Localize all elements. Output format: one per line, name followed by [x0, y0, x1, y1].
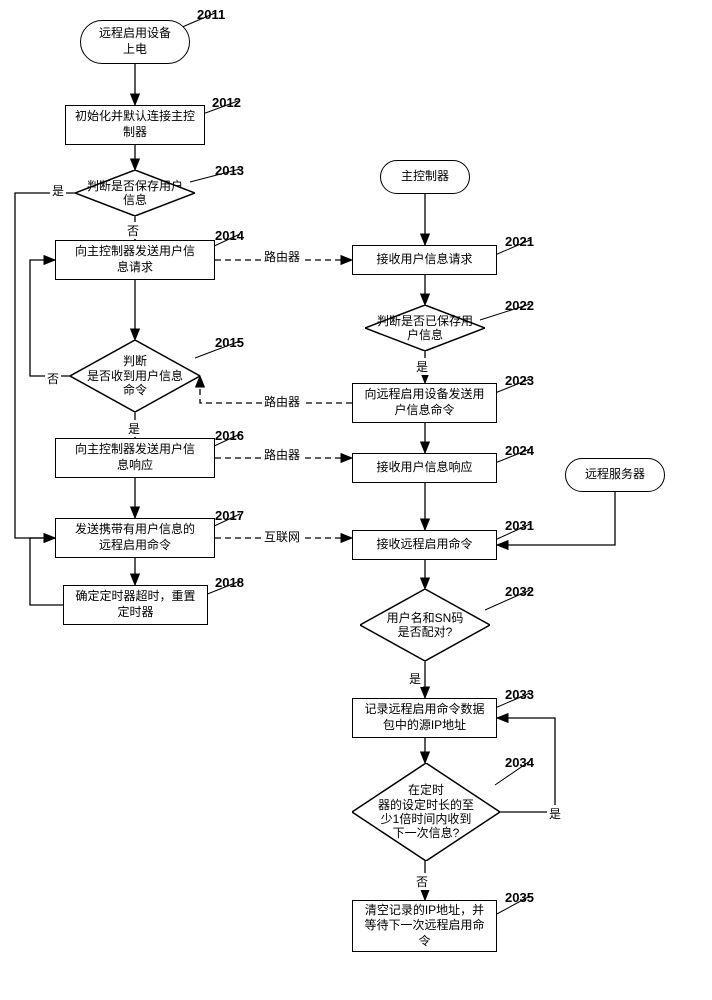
- flowchart-decision: 判断是否已保存用户信息: [365, 305, 485, 351]
- flowchart-terminator: 远程服务器: [565, 458, 665, 492]
- flowchart-decision: 判断是否保存用户信息: [75, 170, 195, 216]
- edge-label: 是: [547, 805, 563, 822]
- node-label: 在定时器的设定时长的至少1倍时间内收到下一次信息?: [352, 763, 500, 861]
- flowchart-process: 向主控制器发送用户信息响应: [55, 438, 215, 478]
- node-label: 记录远程启用命令数据包中的源IP地址: [364, 702, 484, 733]
- step-number: 2021: [505, 234, 534, 249]
- node-label: 远程启用设备上电: [99, 26, 171, 57]
- step-number: 2033: [505, 687, 534, 702]
- step-number: 2035: [505, 890, 534, 905]
- flowchart-process: 接收用户信息请求: [352, 245, 497, 275]
- flowchart-decision: 用户名和SN码是否配对?: [360, 589, 490, 661]
- node-label: 初始化并默认连接主控制器: [75, 109, 195, 140]
- node-label: 主控制器: [401, 169, 449, 185]
- node-label: 判断是否收到用户信息命令: [70, 340, 200, 412]
- flowchart-process: 接收远程启用命令: [352, 530, 497, 560]
- edge-label: 否: [125, 222, 141, 239]
- node-label: 远程服务器: [585, 467, 645, 483]
- node-label: 确定定时器超时，重置定时器: [75, 589, 195, 620]
- step-number: 2023: [505, 373, 534, 388]
- edge-label: 是: [407, 670, 423, 687]
- edge-label: 是: [50, 182, 66, 199]
- step-number: 2022: [505, 298, 534, 313]
- step-number: 2031: [505, 518, 534, 533]
- edge-label: 路由器: [262, 393, 302, 410]
- flowchart-process: 接收用户信息响应: [352, 453, 497, 483]
- flowchart-decision: 判断是否收到用户信息命令: [70, 340, 200, 412]
- edge-label: 路由器: [262, 248, 302, 265]
- node-label: 接收远程启用命令: [376, 537, 472, 553]
- step-number: 2024: [505, 443, 534, 458]
- edge-label: 否: [45, 370, 61, 387]
- step-number: 2034: [505, 755, 534, 770]
- step-number: 2017: [215, 508, 244, 523]
- flowchart-process: 初始化并默认连接主控制器: [65, 105, 205, 145]
- node-label: 向远程启用设备发送用户信息命令: [364, 387, 484, 418]
- flowchart-process: 记录远程启用命令数据包中的源IP地址: [352, 698, 497, 738]
- flowchart-process: 向主控制器发送用户信息请求: [55, 240, 215, 280]
- edge-label: 互联网: [262, 528, 302, 545]
- step-number: 2011: [197, 7, 225, 22]
- edge-label: 路由器: [262, 446, 302, 463]
- node-label: 清空记录的IP地址，并等待下一次远程启用命令: [364, 903, 484, 950]
- edge-label: 是: [126, 420, 142, 437]
- flowchart-process: 发送携带有用户信息的远程启用命令: [55, 518, 215, 558]
- step-number: 2018: [215, 575, 244, 590]
- flowchart-process: 向远程启用设备发送用户信息命令: [352, 383, 497, 423]
- node-label: 判断是否保存用户信息: [75, 170, 195, 216]
- node-label: 判断是否已保存用户信息: [365, 305, 485, 351]
- flowchart-process: 清空记录的IP地址，并等待下一次远程启用命令: [352, 900, 497, 952]
- flowchart-terminator: 主控制器: [380, 160, 470, 194]
- step-number: 2016: [215, 428, 244, 443]
- flowchart-process: 确定定时器超时，重置定时器: [63, 585, 208, 625]
- flowchart-decision: 在定时器的设定时长的至少1倍时间内收到下一次信息?: [352, 763, 500, 861]
- step-number: 2014: [215, 228, 244, 243]
- node-label: 接收用户信息请求: [376, 252, 472, 268]
- node-label: 接收用户信息响应: [376, 460, 472, 476]
- node-label: 用户名和SN码是否配对?: [360, 589, 490, 661]
- step-number: 2013: [215, 163, 244, 178]
- node-label: 发送携带有用户信息的远程启用命令: [75, 522, 195, 553]
- edge-label: 是: [414, 358, 430, 375]
- step-number: 2032: [505, 584, 534, 599]
- step-number: 2015: [215, 335, 244, 350]
- node-label: 向主控制器发送用户信息请求: [75, 244, 195, 275]
- edge-label: 否: [414, 873, 430, 890]
- flowchart-terminator: 远程启用设备上电: [80, 20, 190, 64]
- node-label: 向主控制器发送用户信息响应: [75, 442, 195, 473]
- step-number: 2012: [212, 95, 241, 110]
